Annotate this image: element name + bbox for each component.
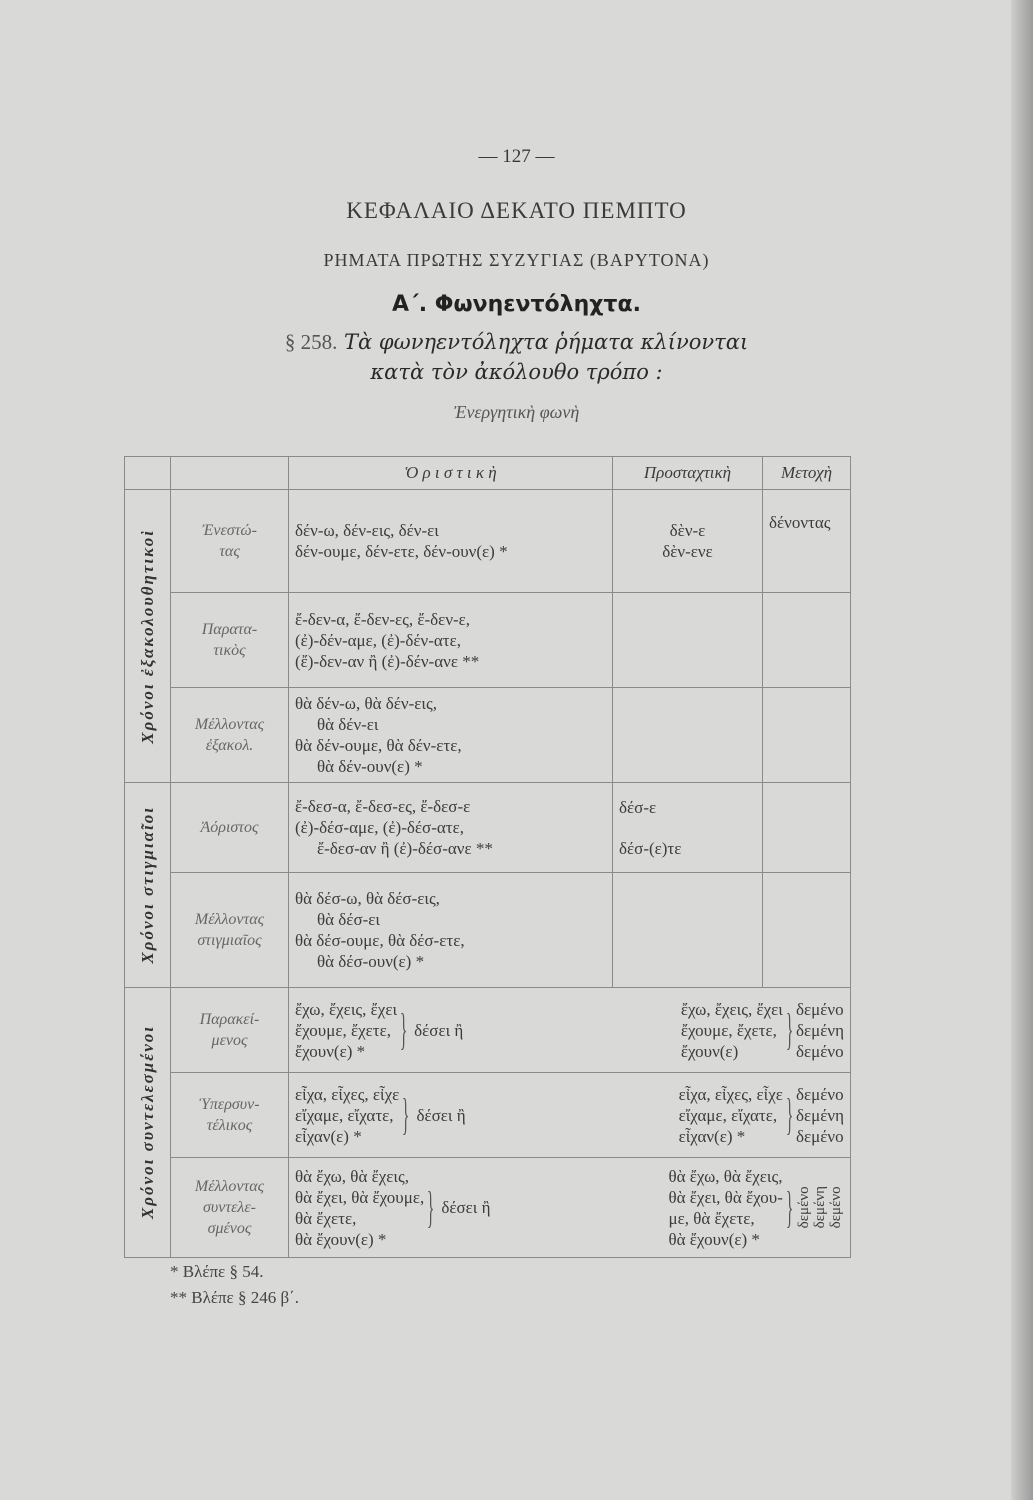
tense-cell: Ὑπερσυν-τέλικος: [170, 1072, 289, 1158]
tense-cell: Παρακεί-μενος: [170, 987, 289, 1073]
indicative-cell: θὰ δέν-ω, θὰ δέν-εις, θὰ δέν-ει θὰ δέν-ουμ…: [288, 687, 613, 783]
group-cell: Χρόνοι συντελεσμένοι: [124, 987, 171, 1258]
tense-cell: Ἐνεστώ-τας: [170, 489, 289, 593]
header-participle: Μετοχὴ: [762, 456, 851, 490]
imperative-cell: δὲν-ε δὲν-ενε: [612, 489, 763, 593]
group-cell: Χρόνοι ἐξακολουθητικοὶ: [124, 489, 171, 783]
brace-icon: }: [399, 1005, 408, 1054]
page-edge: [1011, 0, 1033, 1500]
forms: θὰ ἔχω, θὰ ἔχεις, θὰ ἔχει, θὰ ἔχουμε, θὰ ἔ…: [295, 1166, 425, 1249]
participles: δεμένο δεμένη δεμένο: [796, 999, 844, 1061]
paragraph-line-1: § 258. Τὰ φωνηεντόληχτα ῥήματα κλίνονται: [0, 330, 1033, 355]
participle-cell: δένοντας: [762, 489, 851, 593]
tense-cell: Παρατα-τικὸς: [170, 592, 289, 688]
indicative-cell: ἔ-δεσ-α, ἔ-δεσ-ες, ἔ-δεσ-ε (ἐ)-δέσ-αμε, (…: [288, 782, 613, 873]
brace-icon: }: [402, 1090, 410, 1139]
table-row: Μέλλοντας στιγμιαῖος θὰ δέσ-ω, θὰ δέσ-εις…: [125, 872, 851, 988]
participles: δεμένο δεμένη δεμένο: [796, 1186, 844, 1229]
header-indicative: Ὁ ρ ι σ τ ι κ ὴ: [288, 456, 613, 490]
auxiliary: δέσει ἢ: [414, 1020, 464, 1040]
tense-cell: Μέλλοντας στιγμιαῖος: [170, 872, 289, 988]
forms: εἶχα, εἶχες, εἶχε εἴχαμε, εἴχατε, εἶχαν(ε)…: [295, 1084, 400, 1146]
footnote: ** Βλέπε § 246 β΄.: [170, 1288, 300, 1307]
header-imperative: Προσταχτικὴ: [612, 456, 763, 490]
perfect-forms-cell: θὰ ἔχω, θὰ ἔχεις, θὰ ἔχει, θὰ ἔχουμε, θὰ ἔ…: [288, 1157, 851, 1258]
paragraph-number: § 258.: [284, 330, 338, 354]
table-row: Χρόνοι στιγμιαῖοι Ἀόριστος ἔ-δεσ-α, ἔ-δε…: [124, 782, 851, 988]
table-row: Παρατα-τικὸς ἔ-δεν-α, ἔ-δεν-ες, ἔ-δεν-ε,…: [125, 592, 851, 688]
table-row: Χρόνοι συντελεσμένοι Παρακεί-μενος ἔχω, …: [124, 987, 851, 1258]
forms: ἔχω, ἔχεις, ἔχει ἔχουμε, ἔχετε, ἔχουν(ε) *: [295, 999, 398, 1061]
table-row: Μέλλοντας ἐξακολ. θὰ δέν-ω, θὰ δέν-εις, θὰ…: [125, 687, 851, 783]
conjugation-table: Ὁ ρ ι σ τ ι κ ὴ Προσταχτικὴ Μετοχὴ Χρόνο…: [124, 456, 851, 1258]
voice-heading: Ἐνεργητικὴ φωνὴ: [453, 402, 580, 422]
page-number: — 127 —: [478, 146, 555, 167]
forms-alt: θὰ ἔχω, θὰ ἔχεις, θὰ ἔχει, θὰ ἔχου-με, θὰ…: [668, 1166, 783, 1249]
forms-alt: ἔχω, ἔχεις, ἔχει ἔχουμε, ἔχετε, ἔχουν(ε): [680, 999, 783, 1061]
auxiliary: δέσει ἢ: [416, 1105, 466, 1125]
participles: δεμένο δεμένη δεμένο: [796, 1084, 844, 1146]
auxiliary: δέσει ἢ: [441, 1198, 491, 1217]
perfect-forms-cell: ἔχω, ἔχεις, ἔχει ἔχουμε, ἔχετε, ἔχουν(ε) *…: [288, 987, 851, 1073]
paragraph-line-2: κατὰ τὸν ἀκόλουθο τρόπο :: [370, 360, 663, 384]
chapter-title: ΚΕΦΑΛΑΙΟ ΔΕΚΑΤΟ ΠΕΜΠΤΟ: [346, 198, 687, 223]
table-row: Χρόνοι ἐξακολουθητικοὶ Ἐνεστώ-τας δέν-ω,…: [124, 489, 851, 783]
header-row: Ὁ ρ ι σ τ ι κ ὴ Προσταχτικὴ Μετοχὴ: [124, 456, 851, 490]
group-cell: Χρόνοι στιγμιαῖοι: [124, 782, 171, 988]
perfect-forms-cell: εἶχα, εἶχες, εἶχε εἴχαμε, εἴχατε, εἶχαν(ε)…: [288, 1072, 851, 1158]
indicative-cell: ἔ-δεν-α, ἔ-δεν-ες, ἔ-δεν-ε, (ἐ)-δέν-αμε, …: [288, 592, 613, 688]
footnote: * Βλέπε § 54.: [170, 1262, 264, 1281]
brace-icon: }: [427, 1182, 435, 1232]
tense-cell: Ἀόριστος: [170, 782, 289, 873]
tense-cell: Μέλλοντας συντελε-σμένος: [170, 1157, 289, 1258]
forms-alt: εἶχα, εἶχες, εἶχε εἴχαμε, εἴχατε, εἶχαν(ε)…: [678, 1084, 783, 1146]
table-row: Ὑπερσυν-τέλικος εἶχα, εἶχες, εἶχε εἴχαμε,…: [125, 1072, 851, 1158]
brace-icon: }: [785, 1005, 794, 1054]
section-title: Α΄. Φωνηεντόληχτα.: [392, 292, 641, 317]
brace-icon: }: [785, 1182, 794, 1232]
table-row: Μέλλοντας συντελε-σμένος θὰ ἔχω, θὰ ἔχεις…: [125, 1157, 851, 1258]
chapter-subtitle: ΡΗΜΑΤΑ ΠΡΩΤΗΣ ΣΥΖΥΓΙΑΣ (ΒΑΡΥΤΟΝΑ): [323, 250, 710, 270]
brace-icon: }: [785, 1090, 794, 1139]
imperative-cell: δέσ-ε δέσ-(ε)τε: [612, 782, 763, 873]
tense-cell: Μέλλοντας ἐξακολ.: [170, 687, 289, 783]
paragraph-text: Τὰ φωνηεντόληχτα ῥήματα κλίνονται: [344, 330, 749, 354]
indicative-cell: θὰ δέσ-ω, θὰ δέσ-εις, θὰ δέσ-ει θὰ δέσ-ουμ…: [288, 872, 613, 988]
indicative-cell: δέν-ω, δέν-εις, δέν-ει δέν-ουμε, δέν-ετε,…: [288, 489, 613, 593]
